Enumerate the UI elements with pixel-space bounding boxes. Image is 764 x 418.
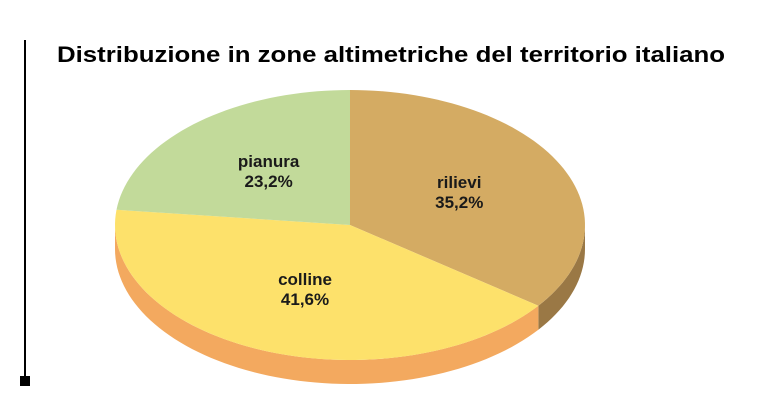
slice — [350, 90, 585, 306]
slice — [115, 209, 539, 360]
slice-side — [538, 225, 585, 330]
slice-name: colline — [278, 270, 332, 289]
pie — [115, 90, 585, 384]
slice-name: pianura — [238, 152, 300, 171]
slice-value: 41,6% — [281, 290, 329, 309]
slice — [116, 90, 350, 225]
slice-name: rilievi — [437, 173, 481, 192]
rule-end — [20, 376, 30, 386]
slice-side — [115, 225, 539, 384]
slice-value: 35,2% — [435, 193, 483, 212]
chart-title: Distribuzione in zone altimetriche del t… — [57, 42, 725, 67]
slice-value: 23,2% — [245, 172, 293, 191]
